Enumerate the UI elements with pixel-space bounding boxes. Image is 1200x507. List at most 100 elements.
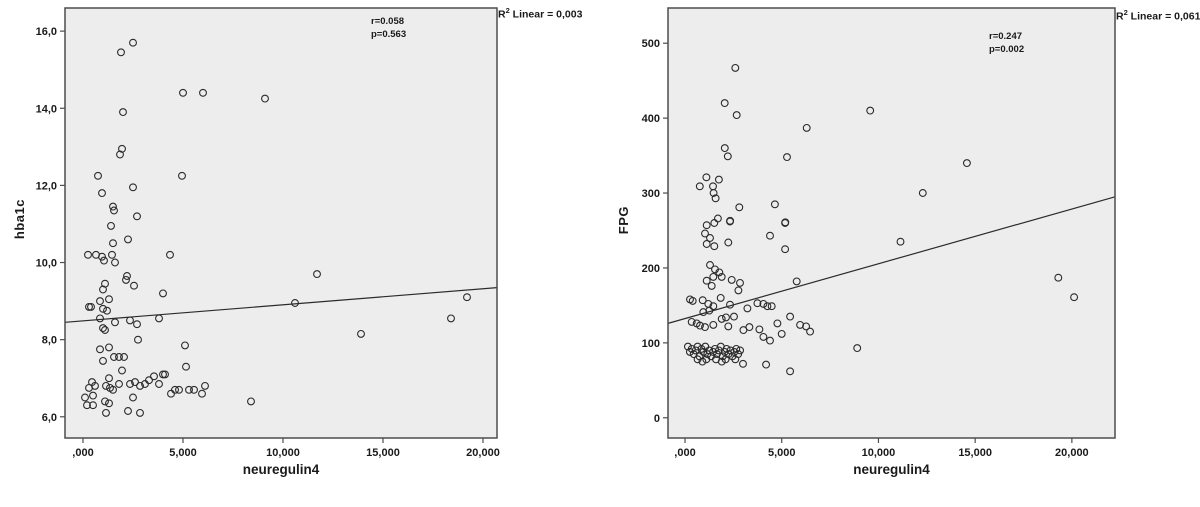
data-point — [781, 245, 790, 254]
data-point — [182, 362, 190, 371]
tick-label: 8,0 — [42, 335, 57, 347]
r-squared-label-left: R2 Linear = 0,003 — [498, 6, 582, 21]
data-point — [698, 357, 707, 366]
data-point — [802, 123, 811, 132]
data-point — [115, 353, 123, 361]
data-point — [759, 299, 768, 308]
data-point — [717, 272, 726, 281]
data-point — [702, 240, 711, 248]
data-point — [150, 372, 158, 381]
data-point — [696, 321, 704, 330]
data-point — [313, 270, 321, 279]
data-point — [129, 393, 137, 402]
data-point — [709, 320, 718, 329]
data-point — [727, 275, 736, 284]
data-point — [699, 347, 708, 356]
data-point — [688, 296, 697, 305]
data-point — [755, 325, 764, 334]
data-point — [133, 320, 141, 329]
x-axis-label-left: neuregulin4 — [242, 462, 320, 477]
data-point — [693, 355, 702, 364]
data-point — [96, 345, 104, 354]
tick-label: 14,0 — [36, 103, 57, 115]
tick-label: 300 — [642, 188, 660, 200]
data-point — [698, 296, 707, 305]
tick-label: 5,000 — [169, 447, 197, 459]
data-point — [687, 317, 696, 326]
data-point — [724, 238, 733, 247]
data-point — [731, 63, 740, 72]
data-point — [896, 237, 905, 246]
plot-border — [667, 7, 1116, 439]
data-point — [707, 281, 716, 290]
tick-label: 100 — [642, 338, 660, 350]
data-point — [792, 277, 801, 286]
data-point — [866, 106, 875, 115]
tick-label: 10,000 — [266, 447, 300, 459]
plot-background — [65, 8, 497, 438]
data-point — [109, 202, 117, 211]
data-point — [730, 312, 738, 321]
y-axis-label-hba1c: hba1c — [12, 199, 27, 240]
stats-annotation-right: r=0.247 p=0.002 — [989, 30, 1024, 56]
data-point — [99, 304, 107, 313]
data-point — [720, 144, 729, 153]
data-point — [89, 391, 97, 400]
data-point — [96, 297, 104, 306]
data-point — [99, 324, 107, 333]
r2-base-right: R — [1116, 10, 1124, 23]
data-point — [109, 385, 117, 394]
data-point — [786, 367, 795, 376]
tick-label: 0 — [654, 413, 660, 425]
data-point — [102, 381, 110, 390]
data-point — [711, 194, 720, 203]
data-point — [105, 343, 113, 352]
data-point — [722, 313, 730, 322]
tick-label: ,000 — [72, 447, 93, 459]
data-point — [706, 234, 714, 242]
data-point — [115, 380, 123, 388]
data-point — [717, 314, 726, 323]
data-point — [702, 276, 711, 285]
data-point — [101, 326, 109, 334]
data-point — [739, 326, 748, 335]
r-value-right: r=0.247 — [989, 31, 1023, 42]
data-point — [735, 203, 744, 212]
data-point — [1070, 293, 1079, 302]
data-point — [98, 189, 106, 198]
data-point — [721, 355, 730, 364]
r2-sup-right: 2 — [1123, 8, 1128, 17]
data-point — [145, 376, 153, 385]
data-point — [171, 385, 179, 394]
data-point — [714, 346, 723, 355]
data-point — [701, 323, 709, 332]
plot-background — [668, 8, 1115, 438]
r-squared-label-right: R2 Linear = 0,061 — [1116, 8, 1200, 23]
data-point — [724, 322, 733, 331]
data-point — [739, 359, 747, 368]
data-point — [786, 312, 795, 321]
data-point — [159, 289, 167, 298]
data-point — [734, 286, 743, 295]
data-point — [695, 182, 704, 191]
data-point — [753, 299, 762, 308]
tick-label: 5,000 — [768, 447, 796, 459]
data-point — [109, 239, 117, 248]
data-point — [773, 319, 782, 328]
data-point — [709, 272, 718, 281]
data-point — [763, 302, 772, 311]
tick-label: 400 — [642, 113, 660, 125]
data-point — [716, 293, 725, 302]
tick-label: 16,0 — [36, 26, 57, 38]
data-point — [691, 346, 700, 355]
data-point — [720, 99, 729, 108]
data-point — [126, 380, 134, 388]
r2-rest-right: Linear = 0,061 — [1127, 10, 1200, 23]
data-point — [201, 381, 209, 390]
tick-label: 6,0 — [42, 412, 57, 424]
data-point — [102, 408, 110, 417]
data-point — [133, 212, 141, 221]
data-point — [131, 378, 139, 387]
data-point — [702, 355, 711, 364]
